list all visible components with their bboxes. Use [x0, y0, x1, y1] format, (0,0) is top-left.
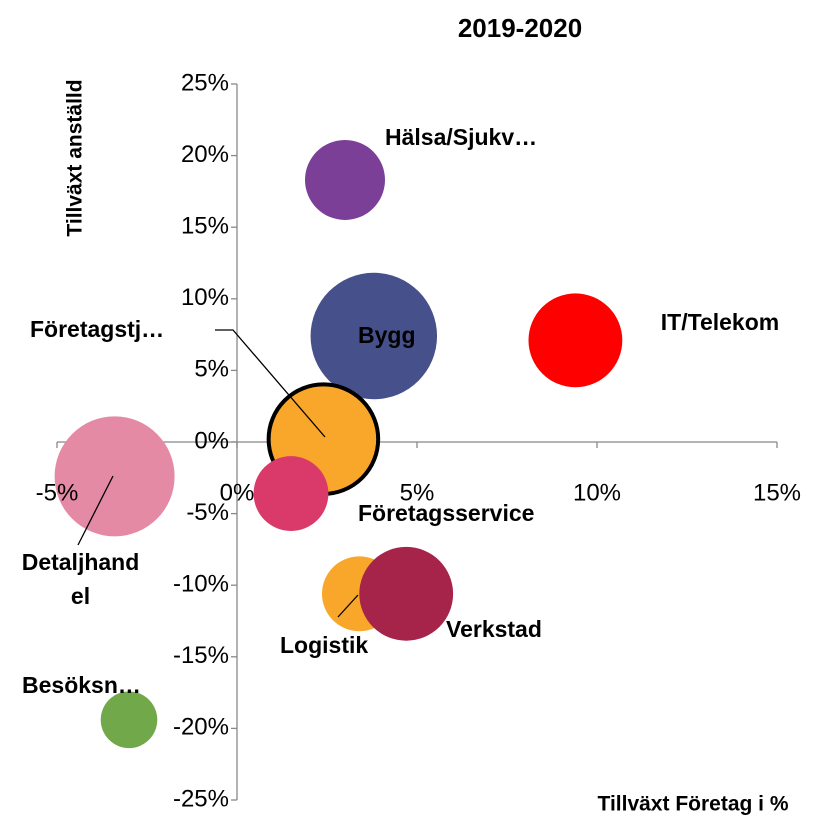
- bubble: [359, 546, 454, 641]
- y-tick-label: -25%: [173, 785, 229, 812]
- y-tick-label: -5%: [186, 499, 229, 526]
- bubble-label: Verkstad: [446, 616, 542, 642]
- x-tick-label: 15%: [753, 479, 801, 506]
- y-tick-label: -10%: [173, 571, 229, 598]
- x-tick-label: -5%: [36, 479, 79, 506]
- y-axis-label: Tillväxt anställd: [64, 79, 87, 236]
- bubble: [54, 416, 175, 537]
- bubble-label: Bygg: [358, 322, 416, 348]
- bubble-label: Logistik: [280, 632, 369, 658]
- x-tick-label: 0%: [220, 479, 255, 506]
- y-tick-label: 10%: [181, 284, 229, 311]
- bubble-label: Företagsservice: [358, 500, 535, 526]
- bubble-label: Besöksn…: [22, 672, 141, 698]
- leader-line: [215, 329, 326, 438]
- bubble: [253, 456, 329, 531]
- y-tick-label: -20%: [173, 714, 229, 741]
- bubble-label: IT/Telekom: [660, 309, 780, 335]
- bubble: [305, 139, 385, 220]
- y-tick-label: -15%: [173, 642, 229, 669]
- y-tick-label: 20%: [181, 141, 229, 168]
- y-tick-label: 0%: [194, 427, 229, 454]
- bubble-label: Detaljhandel: [21, 549, 140, 609]
- bubble: [528, 293, 623, 388]
- chart-title: 2019-2020: [458, 13, 582, 43]
- leader-line: [77, 475, 114, 546]
- bubble: [100, 691, 158, 749]
- x-tick-label: 5%: [400, 479, 435, 506]
- leader-line: [337, 594, 359, 618]
- y-tick-label: 5%: [194, 356, 229, 383]
- y-tick-label: 25%: [181, 69, 229, 96]
- bubble-label: Hälsa/Sjukv…: [385, 124, 538, 150]
- bubble-label: Företagstj…: [30, 316, 165, 342]
- x-tick-label: 10%: [573, 479, 621, 506]
- y-tick-label: 15%: [181, 213, 229, 240]
- bubble: [310, 272, 438, 400]
- x-axis-label: Tillväxt Företag i %: [598, 793, 789, 816]
